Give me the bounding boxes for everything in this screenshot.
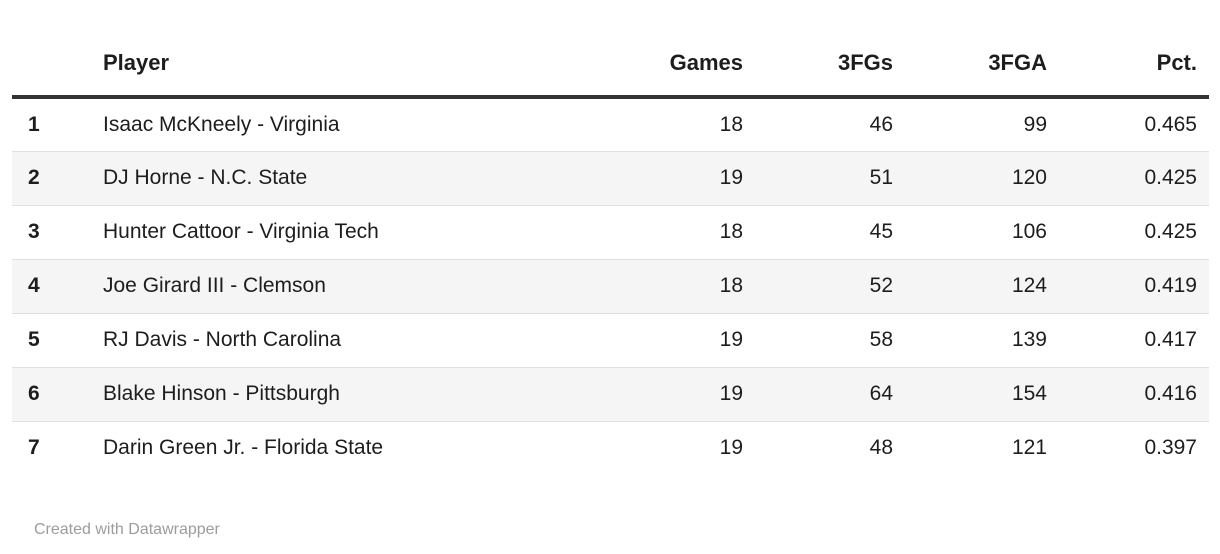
pct-cell: 0.416 [1144, 382, 1197, 405]
3fgs-cell: 48 [869, 436, 893, 460]
table-body: 1 Isaac McKneely - Virginia 18 46 99 0.4… [12, 97, 1209, 475]
pct-cell: 0.417 [1144, 328, 1197, 351]
column-header-games: Games [593, 30, 743, 99]
stats-table: Player Games 3FGs 3FGA Pct. 1 Isaac McKn… [12, 30, 1209, 475]
player-cell: Darin Green Jr. - Florida State [103, 436, 384, 460]
pct-cell: 0.425 [1144, 220, 1197, 243]
3fgs-cell: 52 [869, 274, 893, 297]
column-header-player: Player [103, 30, 593, 99]
3fga-cell: 121 [1011, 436, 1047, 460]
games-cell: 19 [719, 328, 743, 351]
table-row: 2 DJ Horne - N.C. State 19 51 120 0.425 [12, 151, 1209, 205]
games-cell: 18 [719, 112, 743, 136]
pct-cell: 0.465 [1144, 112, 1197, 136]
3fga-cell: 106 [1011, 220, 1047, 243]
player-cell: Joe Girard III - Clemson [103, 274, 326, 297]
rank-cell: 3 [28, 220, 40, 243]
3fga-cell: 154 [1011, 382, 1047, 405]
table-row: 4 Joe Girard III - Clemson 18 52 124 0.4… [12, 259, 1209, 313]
table-row: 3 Hunter Cattoor - Virginia Tech 18 45 1… [12, 205, 1209, 259]
column-header-pct: Pct. [1047, 30, 1209, 99]
3fga-cell: 120 [1011, 166, 1047, 189]
rank-cell: 2 [28, 166, 40, 189]
pct-cell: 0.419 [1144, 274, 1197, 297]
games-cell: 19 [719, 382, 743, 405]
player-cell: Blake Hinson - Pittsburgh [103, 382, 340, 405]
rank-cell: 4 [28, 274, 40, 297]
table-row: 7 Darin Green Jr. - Florida State 19 48 … [12, 421, 1209, 475]
pct-cell: 0.425 [1144, 166, 1197, 189]
header-row: Player Games 3FGs 3FGA Pct. [12, 30, 1209, 99]
rank-cell: 6 [28, 382, 40, 405]
rank-cell: 7 [28, 436, 40, 460]
3fga-cell: 99 [1023, 112, 1047, 136]
table-header: Player Games 3FGs 3FGA Pct. [12, 30, 1209, 99]
column-header-3fga: 3FGA [893, 30, 1047, 99]
games-cell: 19 [719, 436, 743, 460]
3fgs-cell: 46 [869, 112, 893, 136]
chart-footer: Created with Datawrapper [34, 520, 1209, 539]
player-cell: Isaac McKneely - Virginia [103, 112, 340, 136]
3fgs-cell: 45 [869, 220, 893, 243]
3fgs-cell: 64 [869, 382, 893, 405]
player-cell: RJ Davis - North Carolina [103, 328, 342, 351]
games-cell: 18 [719, 274, 743, 297]
3fga-cell: 124 [1011, 274, 1047, 297]
column-header-3fgs: 3FGs [743, 30, 893, 99]
3fgs-cell: 51 [869, 166, 893, 189]
player-cell: DJ Horne - N.C. State [103, 166, 308, 189]
3fga-cell: 139 [1011, 328, 1047, 351]
games-cell: 19 [719, 166, 743, 189]
rank-cell: 5 [28, 328, 40, 351]
3fgs-cell: 58 [869, 328, 893, 351]
datawrapper-attribution-link[interactable]: Created with Datawrapper [34, 521, 220, 538]
datawrapper-table-chart: Player Games 3FGs 3FGA Pct. 1 Isaac McKn… [12, 30, 1209, 539]
rank-cell: 1 [28, 112, 40, 136]
table-row: 6 Blake Hinson - Pittsburgh 19 64 154 0.… [12, 367, 1209, 421]
player-cell: Hunter Cattoor - Virginia Tech [103, 220, 379, 243]
pct-cell: 0.397 [1144, 436, 1197, 460]
table-row: 5 RJ Davis - North Carolina 19 58 139 0.… [12, 313, 1209, 367]
games-cell: 18 [719, 220, 743, 243]
column-header-rank [12, 30, 103, 99]
table-row: 1 Isaac McKneely - Virginia 18 46 99 0.4… [12, 97, 1209, 151]
